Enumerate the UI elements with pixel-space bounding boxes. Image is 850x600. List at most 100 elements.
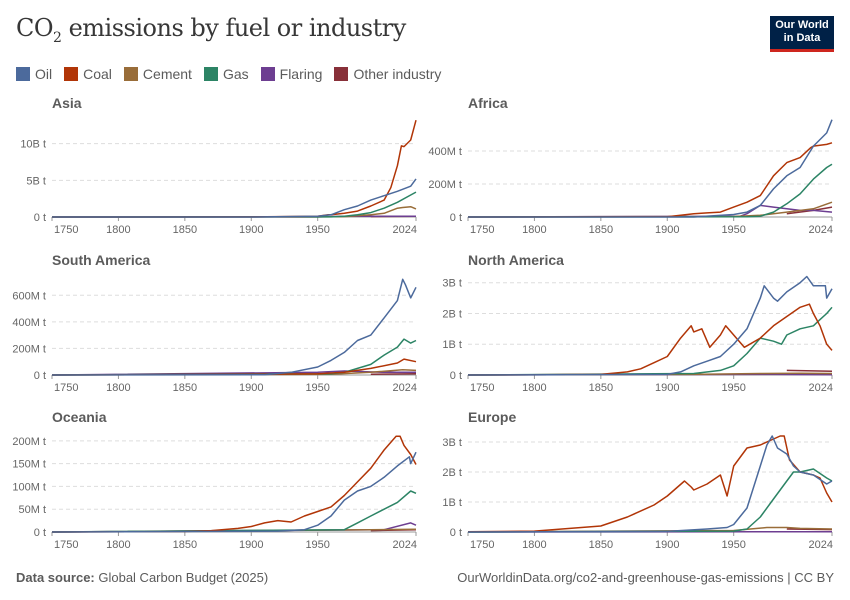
series-line-gas[interactable] bbox=[467, 163, 833, 218]
x-tick-label: 1800 bbox=[522, 539, 546, 551]
data-source: Data source: Global Carbon Budget (2025) bbox=[16, 570, 268, 585]
owid-logo[interactable]: Our World in Data bbox=[770, 16, 834, 52]
x-tick-label: 1750 bbox=[54, 382, 78, 394]
legend-label: Oil bbox=[35, 66, 53, 82]
y-tick-label: 0 t bbox=[450, 212, 462, 224]
x-tick-label: 1850 bbox=[173, 382, 197, 394]
series-line-oil[interactable] bbox=[52, 178, 417, 218]
series-line-oil[interactable] bbox=[467, 435, 833, 533]
x-tick-label: 2024 bbox=[809, 382, 833, 394]
panel-north-america: North America 0 t 1B t 2B t 3B t 1750 1800 1850… bbox=[442, 252, 833, 394]
legend-item-oil[interactable]: Oil bbox=[16, 66, 52, 82]
panel-oceania: Oceania 0 t 50M t 100M t 150M t 200M t 1750 180… bbox=[12, 409, 417, 551]
x-tick-label: 2024 bbox=[393, 224, 417, 236]
series-line-coal[interactable] bbox=[467, 142, 833, 218]
series-line-oil[interactable] bbox=[467, 275, 833, 376]
x-tick-label: 1900 bbox=[655, 539, 679, 551]
legend-label: Coal bbox=[83, 66, 112, 82]
series-line-cement[interactable] bbox=[51, 205, 417, 218]
legend-item-cement[interactable]: Cement bbox=[123, 66, 192, 82]
y-tick-label: 0 t bbox=[450, 370, 462, 382]
logo-line2: in Data bbox=[783, 32, 821, 44]
page-title: CO2 emissions by fuel or industry bbox=[16, 14, 406, 46]
series-line-coal[interactable] bbox=[51, 120, 417, 218]
series-line-coal[interactable] bbox=[51, 435, 417, 533]
y-tick-label: 0 t bbox=[34, 527, 46, 539]
source-text: Global Carbon Budget (2025) bbox=[94, 570, 269, 585]
legend-item-flaring[interactable]: Flaring bbox=[260, 66, 322, 82]
legend-swatch bbox=[64, 67, 79, 81]
y-tick-label: 5B t bbox=[26, 175, 46, 187]
x-tick-label: 1800 bbox=[106, 224, 130, 236]
y-tick-label: 3B t bbox=[442, 278, 462, 290]
x-tick-label: 1950 bbox=[305, 224, 329, 236]
legend-label: Cement bbox=[142, 66, 192, 82]
y-tick-label: 0 t bbox=[34, 212, 46, 224]
legend-label: Other industry bbox=[353, 66, 442, 82]
legend-swatch bbox=[16, 67, 30, 81]
series-line-gas[interactable] bbox=[467, 468, 833, 533]
series-line-other-industry[interactable] bbox=[786, 369, 833, 373]
x-tick-label: 1750 bbox=[470, 382, 494, 394]
x-tick-label: 2024 bbox=[393, 539, 417, 551]
series-line-other-industry[interactable] bbox=[370, 372, 417, 376]
x-tick-label: 1900 bbox=[239, 224, 263, 236]
y-tick-label: 10B t bbox=[20, 139, 46, 151]
y-tick-label: 2B t bbox=[442, 308, 462, 320]
x-tick-label: 1900 bbox=[239, 539, 263, 551]
series-line-gas[interactable] bbox=[467, 306, 833, 376]
x-tick-label: 1750 bbox=[470, 224, 494, 236]
y-tick-label: 0 t bbox=[450, 527, 462, 539]
y-tick-label: 1B t bbox=[442, 339, 462, 351]
y-tick-label: 1B t bbox=[442, 497, 462, 509]
y-tick-label: 200M t bbox=[12, 343, 46, 355]
x-tick-label: 1850 bbox=[589, 539, 613, 551]
title-subscript: 2 bbox=[53, 29, 62, 46]
x-tick-label: 1900 bbox=[239, 382, 263, 394]
logo-line1: Our World bbox=[775, 19, 829, 31]
panel-title: North America bbox=[468, 252, 564, 268]
x-tick-label: 1750 bbox=[54, 539, 78, 551]
panel-title: Africa bbox=[468, 95, 508, 111]
y-tick-label: 600M t bbox=[12, 290, 46, 302]
x-tick-label: 1800 bbox=[522, 382, 546, 394]
legend-item-coal[interactable]: Coal bbox=[64, 66, 112, 82]
x-tick-label: 1800 bbox=[106, 382, 130, 394]
x-tick-label: 1950 bbox=[721, 539, 745, 551]
source-label: Data source: bbox=[16, 570, 95, 585]
panel-title: Asia bbox=[52, 95, 82, 111]
y-tick-label: 0 t bbox=[34, 370, 46, 382]
x-tick-label: 1850 bbox=[173, 224, 197, 236]
x-tick-label: 1800 bbox=[106, 539, 130, 551]
y-tick-label: 3B t bbox=[442, 437, 462, 449]
y-tick-label: 400M t bbox=[428, 146, 462, 158]
legend-swatch bbox=[334, 67, 349, 81]
series-line-flaring[interactable] bbox=[51, 370, 416, 376]
x-tick-label: 1900 bbox=[655, 224, 679, 236]
legend-item-other-industry[interactable]: Other industry bbox=[334, 66, 441, 82]
series-line-gas[interactable] bbox=[51, 490, 417, 533]
series-line-oil[interactable] bbox=[51, 278, 417, 376]
title-text-rest: emissions by fuel or industry bbox=[61, 14, 407, 42]
x-tick-label: 1850 bbox=[589, 224, 613, 236]
y-tick-label: 100M t bbox=[12, 481, 46, 493]
y-tick-label: 200M t bbox=[428, 179, 462, 191]
legend-item-gas[interactable]: Gas bbox=[203, 66, 249, 82]
y-tick-label: 50M t bbox=[18, 504, 46, 516]
x-tick-label: 2024 bbox=[809, 539, 833, 551]
series-line-coal[interactable] bbox=[467, 435, 833, 533]
series-line-flaring[interactable] bbox=[467, 204, 833, 218]
x-tick-label: 1750 bbox=[54, 224, 78, 236]
series-line-oil[interactable] bbox=[468, 119, 833, 218]
source-url-link[interactable]: OurWorldinData.org/co2-and-greenhouse-ga… bbox=[457, 570, 834, 585]
panel-south-america: South America 0 t 200M t 400M t 600M t 1750 18… bbox=[12, 252, 417, 394]
x-tick-label: 1950 bbox=[305, 539, 329, 551]
panel-title: Oceania bbox=[52, 409, 107, 425]
series-line-gas[interactable] bbox=[51, 191, 417, 218]
series-line-coal[interactable] bbox=[467, 303, 833, 376]
series-line-oil[interactable] bbox=[51, 451, 417, 533]
x-tick-label: 1850 bbox=[589, 382, 613, 394]
x-tick-label: 1950 bbox=[721, 382, 745, 394]
